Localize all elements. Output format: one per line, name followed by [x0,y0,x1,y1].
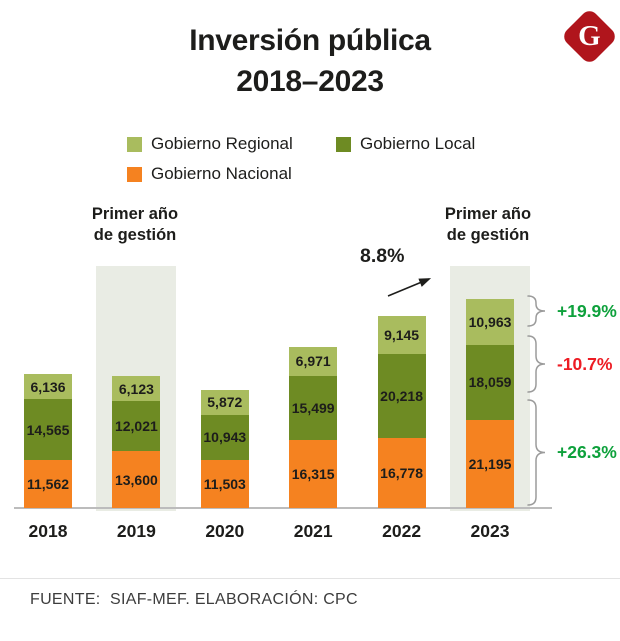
x-axis-label-2021: 2021 [293,521,333,541]
first-year-annotation-2023: Primer año de gestión [418,204,558,246]
x-axis-label-2019: 2019 [116,521,156,541]
first-year-annotation-2019: Primer año de gestión [65,204,205,246]
legend-row-1: Gobierno Regional Gobierno Local [127,134,475,154]
value-label: 13,600 [114,471,158,488]
nacional-color-swatch [127,166,142,182]
legend-label-local: Gobierno Local [360,134,476,153]
x-axis-line [14,507,552,509]
value-label: 10,943 [203,429,247,446]
value-label: 6,971 [295,353,331,370]
chart-legend: Gobierno Regional Gobierno Local Gobiern… [127,134,475,184]
source-note: FUENTE: SIAF-MEF. ELABORACIÓN: CPC [30,591,358,608]
first-year-line-1: Primer año [91,205,179,223]
x-axis-label-2022: 2022 [382,521,422,541]
bar-segment-gobierno-regional-2019: 6,123 [112,375,161,402]
x-axis-label-2018: 2018 [28,521,68,541]
bar-segment-gobierno-regional-2023: 10,963 [466,299,514,345]
value-label: 16,778 [380,465,423,482]
first-year-line-2: de gestión [93,226,177,244]
bar-segment-gobierno-local-2018: 14,565 [24,399,72,460]
local-color-swatch [336,136,351,152]
x-axis-label-2023: 2023 [470,521,510,541]
page-title: Inversión pública 2018–2023 [0,20,620,102]
value-label: 18,059 [468,374,512,391]
value-label: 11,503 [203,476,246,493]
title-line-2: 2018–2023 [236,65,384,98]
bar-segment-gobierno-nacional-2023: 21,195 [466,419,514,508]
value-label: 20,218 [380,388,423,405]
bar-segment-gobierno-local-2019: 12,021 [112,401,161,452]
change-label-nacional: +26.3% [557,442,617,462]
bar-segment-gobierno-regional-2020: 5,872 [200,390,249,415]
legend-row-2: Gobierno Nacional [127,164,475,184]
value-label: 6,123 [118,380,154,397]
brace-local-icon [527,335,546,393]
brace-nacional-icon [527,399,546,506]
bar-segment-gobierno-nacional-2018: 11,562 [24,459,72,508]
regional-color-swatch [127,136,142,152]
value-label: 16,315 [291,466,335,483]
bar-segment-gobierno-local-2021: 15,499 [289,375,338,441]
bar-segment-gobierno-nacional-2021: 16,315 [289,440,338,508]
change-braces [527,295,546,506]
legend-item-local: Gobierno Local [336,134,475,154]
bar-segment-gobierno-local-2022: 20,218 [377,354,426,439]
value-label: 9,145 [384,327,420,344]
legend-item-nacional: Gobierno Nacional [127,164,336,184]
value-label: 11,562 [26,475,70,492]
bar-segment-gobierno-nacional-2019: 13,600 [112,451,161,508]
growth-arrow-icon [387,278,432,297]
value-label: 15,499 [291,399,335,416]
bar-segment-gobierno-regional-2018: 6,136 [24,373,72,400]
legend-item-regional: Gobierno Regional [127,134,336,154]
value-label: 10,963 [468,313,512,330]
bar-segment-gobierno-regional-2021: 6,971 [289,346,338,376]
brace-regional-icon [527,295,546,327]
title-line-1: Inversión pública [189,24,431,57]
change-label-regional: +19.9% [557,301,617,321]
x-axis-label-2020: 2020 [205,521,245,541]
legend-label-regional: Gobierno Regional [151,134,293,153]
first-year-line-1: Primer año [444,205,532,223]
first-year-line-2: de gestión [446,226,530,244]
value-label: 6,136 [30,378,66,395]
bar-segment-gobierno-nacional-2020: 11,503 [200,460,249,508]
change-label-local: -10.7% [557,354,613,374]
value-label: 14,565 [26,421,70,438]
footer-divider [0,578,620,579]
bar-segment-gobierno-nacional-2022: 16,778 [377,438,426,508]
legend-label-nacional: Gobierno Nacional [151,164,292,183]
logo-letter: G [578,20,601,52]
bar-segment-gobierno-local-2023: 18,059 [466,344,514,420]
bar-segment-gobierno-regional-2022: 9,145 [377,316,426,355]
total-growth-label: 8.8% [360,245,405,267]
value-label: 12,021 [114,418,158,435]
bar-segment-gobierno-local-2020: 10,943 [200,414,249,461]
value-label: 5,872 [207,394,243,411]
value-label: 21,195 [468,455,512,472]
